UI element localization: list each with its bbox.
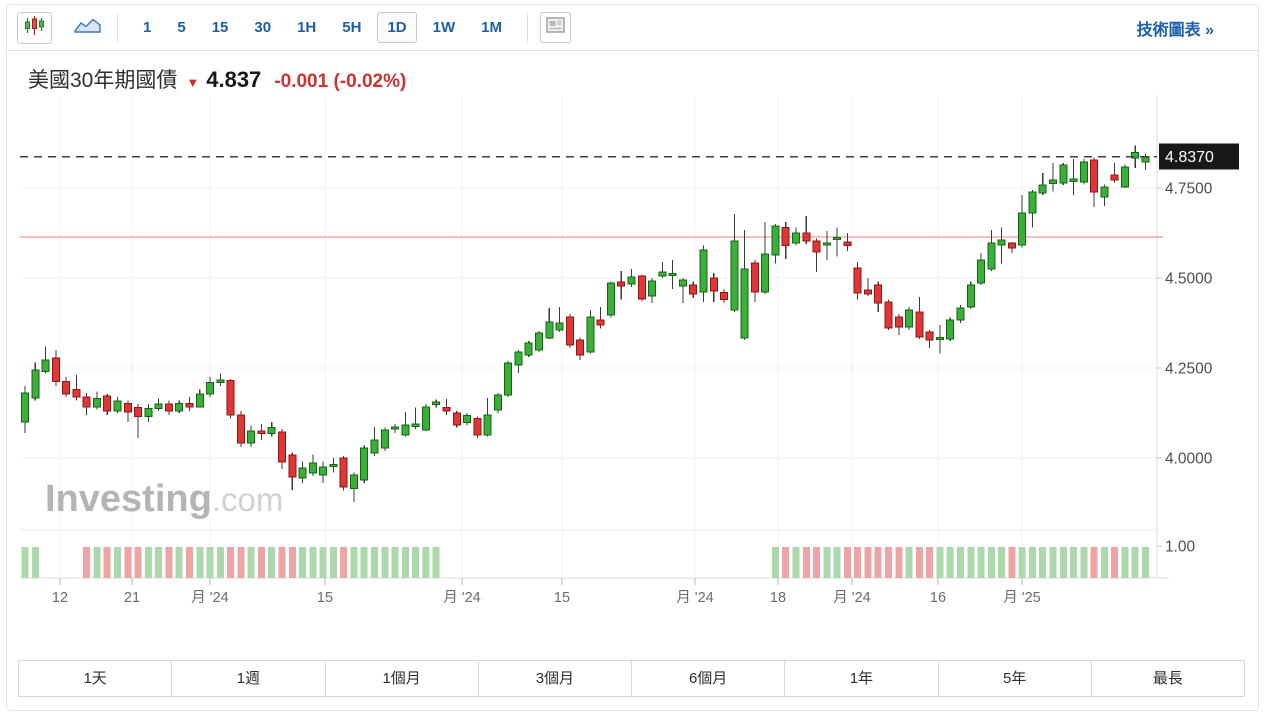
svg-text:月 '25: 月 '25	[1003, 590, 1040, 606]
range-button-最長[interactable]: 最長	[1090, 660, 1245, 697]
svg-text:21: 21	[124, 590, 140, 606]
svg-text:月 '24: 月 '24	[191, 590, 228, 606]
svg-text:月 '24: 月 '24	[443, 590, 480, 606]
svg-text:4.0000: 4.0000	[1165, 451, 1213, 468]
chart-toolbar: 1 5 15 30 1H 5H 1D 1W 1M 技術圖表 »	[7, 5, 1258, 51]
interval-button-30[interactable]: 30	[254, 19, 272, 36]
range-button-1個月[interactable]: 1個月	[324, 660, 479, 697]
range-selector: 1天 1週 1個月 3個月 6個月 1年 5年 最長	[18, 660, 1245, 697]
toolbar-divider	[117, 12, 118, 43]
svg-text:4.7500: 4.7500	[1165, 181, 1213, 198]
interval-button-1D[interactable]: 1D	[377, 12, 417, 43]
range-button-6個月[interactable]: 6個月	[631, 660, 786, 697]
interval-button-5[interactable]: 5	[177, 19, 186, 36]
interval-button-5H[interactable]: 5H	[342, 19, 362, 36]
range-button-3個月[interactable]: 3個月	[477, 660, 632, 697]
price-change: -0.001 (-0.02%)	[274, 71, 407, 92]
interval-button-1H[interactable]: 1H	[297, 19, 317, 36]
svg-text:18: 18	[770, 590, 786, 606]
svg-text:12: 12	[52, 590, 68, 606]
interval-button-15[interactable]: 15	[211, 19, 229, 36]
range-button-1年[interactable]: 1年	[784, 660, 939, 697]
instrument-header: 美國30年期國債 ▼ 4.837 -0.001 (-0.02%)	[7, 51, 1258, 94]
interval-button-1[interactable]: 1	[143, 19, 152, 36]
technical-chart-link[interactable]: 技術圖表 »	[1136, 21, 1214, 39]
chart-widget-panel: 1 5 15 30 1H 5H 1D 1W 1M 技術圖表 » 美國30年期國債 ▼ 4.837…	[6, 4, 1259, 711]
last-price: 4.837	[206, 67, 262, 92]
svg-text:16: 16	[930, 590, 946, 606]
area-chart-button[interactable]	[70, 12, 105, 44]
svg-text:4.2500: 4.2500	[1165, 361, 1213, 378]
toolbar-divider	[526, 12, 528, 43]
instrument-name: 美國30年期國債	[28, 69, 178, 92]
svg-text:月 '24: 月 '24	[833, 590, 870, 606]
interval-button-1M[interactable]: 1M	[481, 19, 502, 36]
svg-text:4.5000: 4.5000	[1165, 271, 1213, 288]
price-down-arrow-icon: ▼	[186, 75, 200, 90]
interval-button-1W[interactable]: 1W	[432, 19, 456, 36]
news-button[interactable]	[539, 12, 571, 43]
svg-text:15: 15	[554, 590, 570, 606]
range-button-5年[interactable]: 5年	[937, 660, 1092, 697]
news-icon	[546, 17, 565, 38]
price-chart-canvas[interactable]: Investing.com 4.7500 4.5000 4.2500 4.0000 1.0…	[7, 95, 1258, 611]
range-button-1天[interactable]: 1天	[18, 660, 173, 697]
svg-text:1.00: 1.00	[1165, 539, 1196, 556]
svg-text:月 '24: 月 '24	[676, 590, 713, 606]
interval-buttons: 1 5 15 30 1H 5H 1D 1W 1M	[130, 12, 515, 43]
candlestick-icon	[24, 15, 45, 41]
range-button-1週[interactable]: 1週	[171, 660, 326, 697]
svg-text:15: 15	[317, 590, 333, 606]
area-chart-icon	[74, 16, 101, 39]
svg-text:Investing.com: Investing.com	[45, 478, 283, 520]
candlestick-chart-button[interactable]	[17, 11, 52, 44]
svg-text:4.8370: 4.8370	[1165, 149, 1214, 166]
